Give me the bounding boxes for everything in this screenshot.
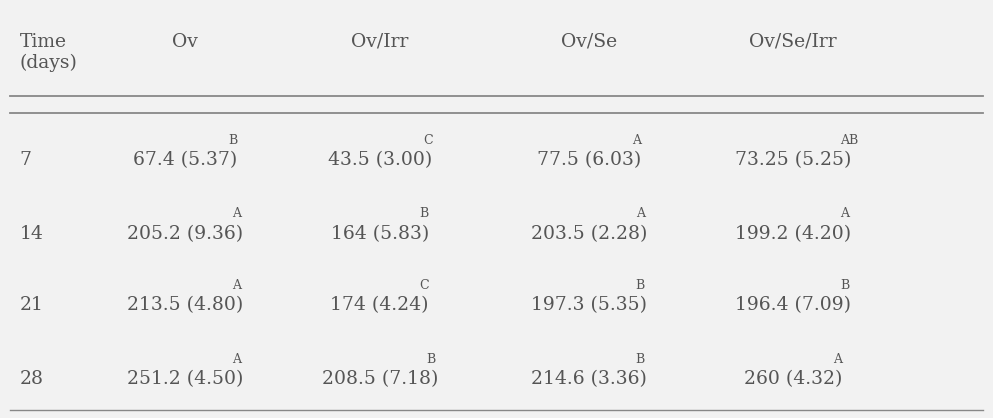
Text: B: B [840,279,849,292]
Text: A: A [636,207,644,220]
Text: 73.25 (5.25): 73.25 (5.25) [735,151,851,169]
Text: A: A [833,353,842,366]
Text: 77.5 (6.03): 77.5 (6.03) [537,151,641,169]
Text: 164 (5.83): 164 (5.83) [331,224,429,242]
Text: 260 (4.32): 260 (4.32) [744,370,842,388]
Text: A: A [231,279,241,292]
Text: B: B [636,353,644,366]
Text: A: A [632,134,641,147]
Text: C: C [423,134,432,147]
Text: 28: 28 [20,370,44,388]
Text: B: B [426,353,436,366]
Text: A: A [231,207,241,220]
Text: 7: 7 [20,151,32,169]
Text: 251.2 (4.50): 251.2 (4.50) [127,370,243,388]
Text: B: B [228,134,237,147]
Text: 199.2 (4.20): 199.2 (4.20) [735,224,851,242]
Text: B: B [419,207,428,220]
Text: Ov/Irr: Ov/Irr [352,33,408,51]
Text: 205.2 (9.36): 205.2 (9.36) [127,224,243,242]
Text: Ov/Se/Irr: Ov/Se/Irr [750,33,837,51]
Text: Ov/Se: Ov/Se [561,33,617,51]
Text: B: B [636,279,644,292]
Text: 213.5 (4.80): 213.5 (4.80) [127,296,243,314]
Text: C: C [419,279,429,292]
Text: 174 (4.24): 174 (4.24) [331,296,429,314]
Text: A: A [840,207,849,220]
Text: 196.4 (7.09): 196.4 (7.09) [735,296,851,314]
Text: Time
(days): Time (days) [20,33,77,72]
Text: 208.5 (7.18): 208.5 (7.18) [322,370,438,388]
Text: Ov: Ov [172,33,198,51]
Text: AB: AB [840,134,858,147]
Text: 14: 14 [20,224,44,242]
Text: 21: 21 [20,296,44,314]
Text: 203.5 (2.28): 203.5 (2.28) [531,224,647,242]
Text: 197.3 (5.35): 197.3 (5.35) [531,296,647,314]
Text: 67.4 (5.37): 67.4 (5.37) [133,151,237,169]
Text: 43.5 (3.00): 43.5 (3.00) [328,151,432,169]
Text: 214.6 (3.36): 214.6 (3.36) [531,370,646,388]
Text: A: A [231,353,241,366]
